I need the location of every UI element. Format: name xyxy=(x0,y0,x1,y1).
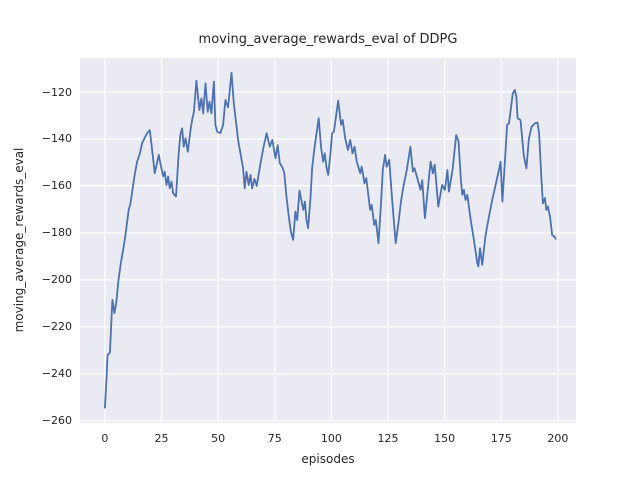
x-tick-label: 200 xyxy=(547,432,569,445)
y-tick-label: −180 xyxy=(41,226,72,240)
y-tick-label: −140 xyxy=(41,132,72,146)
reward-line xyxy=(103,71,557,409)
y-axis-label: moving_average_rewards_eval xyxy=(12,147,26,333)
y-tick-label: −260 xyxy=(41,414,72,428)
y-tick-label: −200 xyxy=(41,273,72,287)
x-tick-label: 50 xyxy=(211,432,226,445)
chart-svg xyxy=(80,58,576,423)
y-tick-label: −120 xyxy=(41,85,72,99)
chart-title: moving_average_rewards_eval of DDPG xyxy=(198,32,458,47)
x-tick-label: 0 xyxy=(101,432,109,445)
x-tick-label: 150 xyxy=(434,432,456,445)
x-tick-label: 100 xyxy=(320,432,342,445)
x-tick-label: 175 xyxy=(490,432,512,445)
plot-area xyxy=(80,58,576,423)
y-tick-label: −220 xyxy=(41,320,72,334)
x-tick-label: 75 xyxy=(267,432,282,445)
x-tick-label: 125 xyxy=(377,432,399,445)
y-tick-label: −240 xyxy=(41,367,72,381)
y-tick-label: −160 xyxy=(41,179,72,193)
x-tick-label: 25 xyxy=(154,432,169,445)
x-axis-label: episodes xyxy=(301,452,355,466)
